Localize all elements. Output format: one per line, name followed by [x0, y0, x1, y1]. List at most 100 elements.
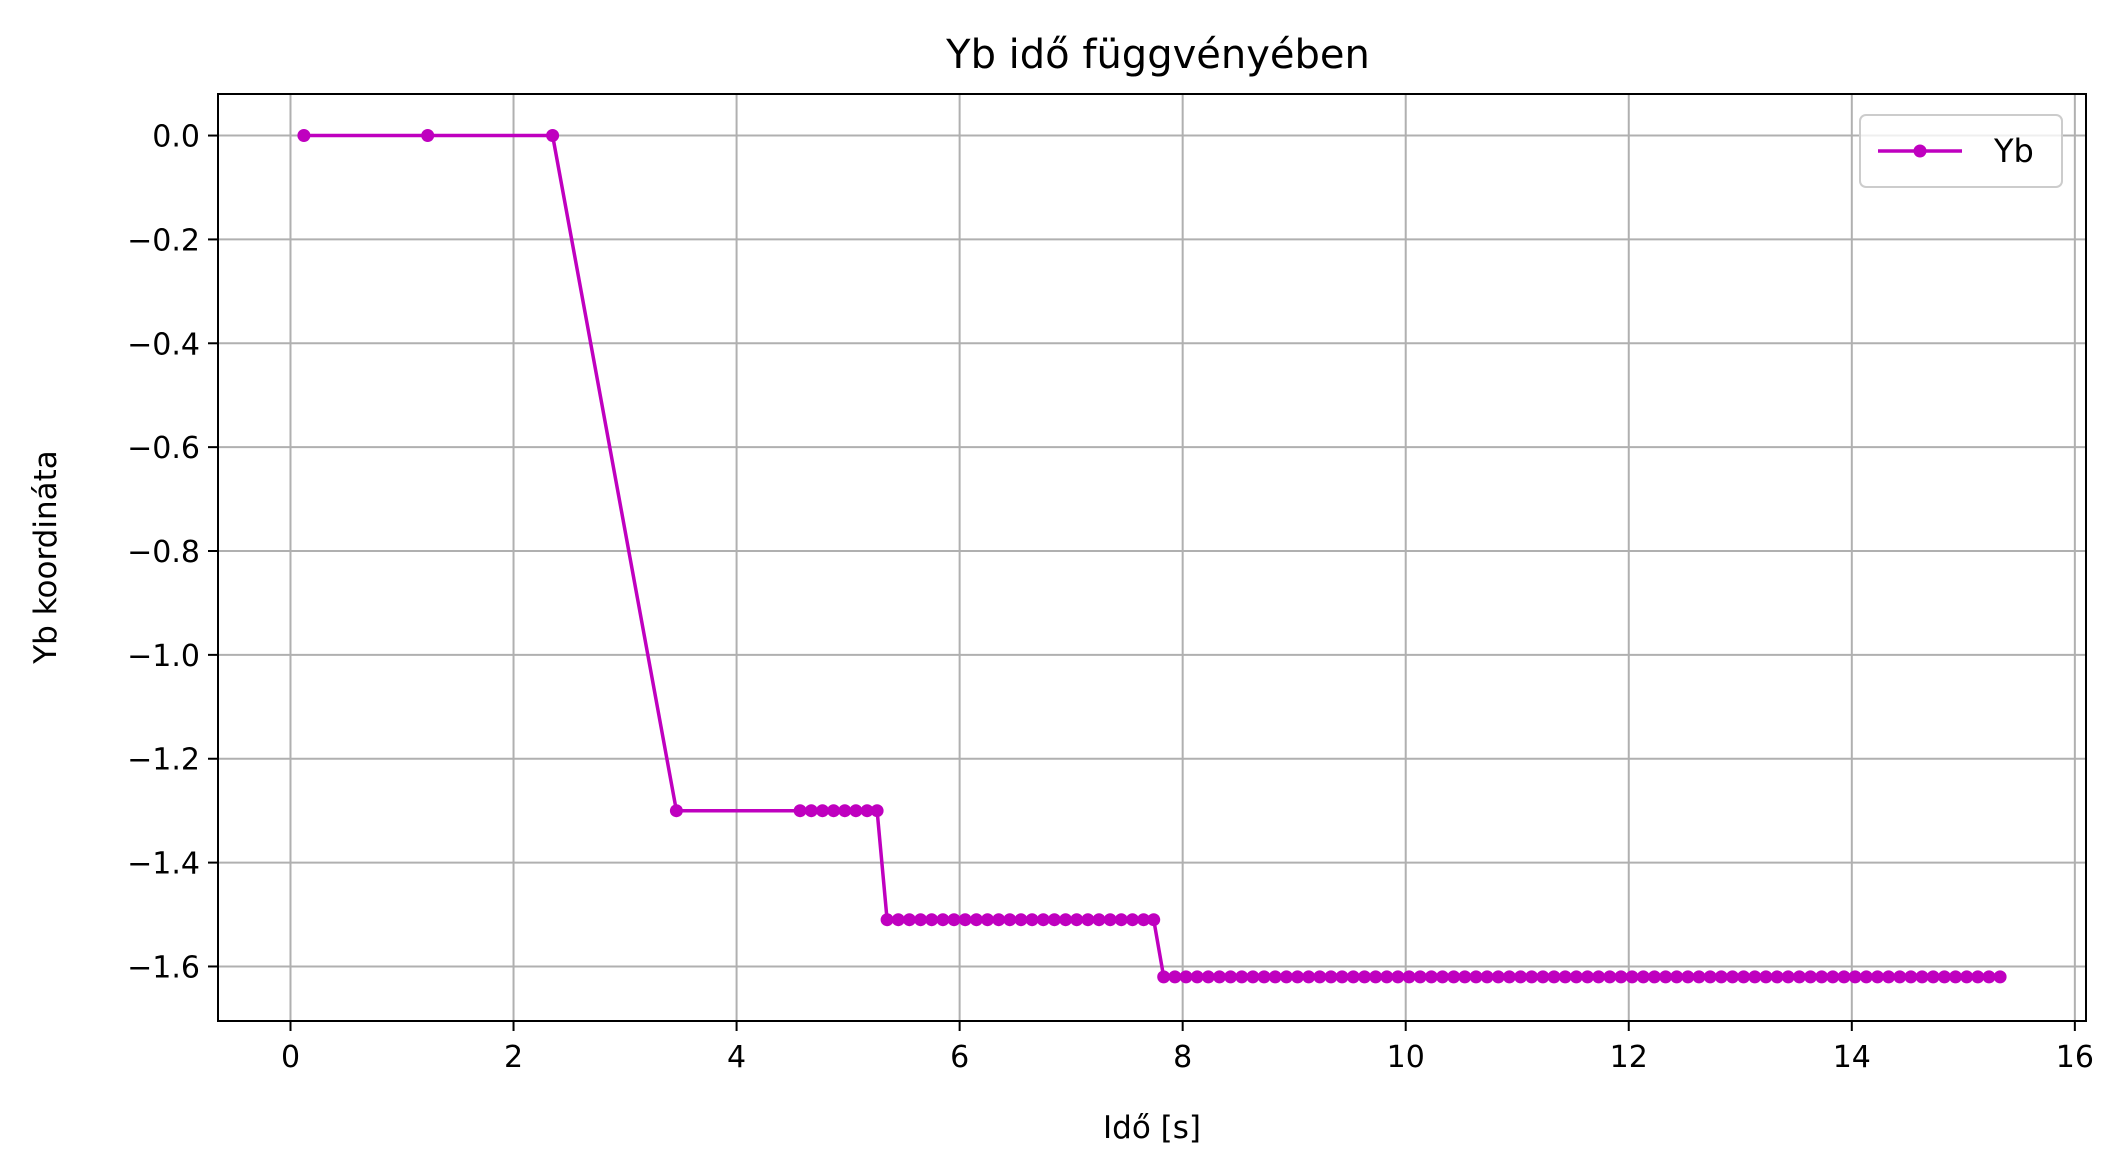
data-point	[880, 913, 894, 927]
series-layer	[297, 129, 2007, 984]
data-point	[1993, 970, 2007, 984]
data-point	[816, 804, 829, 818]
data-point	[1714, 970, 1728, 984]
data-point	[1436, 970, 1449, 984]
data-point	[981, 913, 994, 927]
data-point	[1402, 970, 1416, 984]
data-point	[1726, 970, 1739, 984]
data-point	[1826, 970, 1840, 984]
data-point	[1313, 970, 1327, 984]
data-point	[1246, 970, 1260, 984]
data-point	[1837, 970, 1851, 984]
data-point	[1081, 913, 1095, 927]
x-tick-label: 2	[504, 1040, 523, 1075]
legend: Yb	[1859, 114, 2063, 188]
x-axis-title: Idő [s]	[1103, 1110, 1201, 1146]
data-point	[969, 913, 983, 927]
data-point	[1804, 970, 1817, 984]
data-point	[891, 913, 905, 927]
data-point	[1103, 913, 1117, 927]
data-point	[1681, 970, 1695, 984]
grid-lines	[218, 94, 2086, 1021]
data-point	[1547, 970, 1561, 984]
data-point	[1201, 970, 1215, 984]
data-point	[1592, 970, 1606, 984]
data-point	[1748, 970, 1762, 984]
data-point	[1491, 970, 1505, 984]
data-point	[1157, 970, 1171, 984]
data-point	[1949, 970, 1962, 984]
x-tick-label: 0	[281, 1040, 300, 1075]
data-point	[1960, 970, 1974, 984]
data-point	[1190, 970, 1204, 984]
y-axis: 0.0 −0.2 −0.4 −0.6 −0.8 −1.0 −1.2 −1.4 −1.6	[127, 120, 218, 985]
data-point	[793, 804, 807, 818]
y-axis-title: Yb koordináta	[28, 450, 64, 665]
y-tick-label: 0.0	[152, 120, 200, 155]
data-point	[1971, 970, 1985, 984]
data-point	[1815, 970, 1829, 984]
y-tick-label: −0.6	[127, 431, 200, 466]
series-line-yb	[303, 133, 2001, 979]
data-point	[1003, 913, 1017, 927]
data-point	[1070, 913, 1084, 927]
data-point	[1859, 970, 1873, 984]
y-tick-label: −0.4	[127, 327, 200, 362]
data-point	[925, 913, 939, 927]
y-tick-label: −1.2	[127, 743, 200, 778]
data-point	[1424, 970, 1438, 984]
data-point	[860, 804, 874, 818]
data-point	[1569, 970, 1583, 984]
data-point	[1937, 970, 1951, 984]
data-point	[1179, 970, 1193, 984]
x-tick-label: 14	[1833, 1040, 1871, 1075]
data-point	[1413, 970, 1427, 984]
data-point	[1114, 913, 1128, 927]
data-point	[1126, 913, 1139, 927]
data-point	[1659, 970, 1673, 984]
data-point	[849, 804, 863, 818]
data-point	[421, 129, 435, 142]
data-point	[1469, 970, 1483, 984]
data-point	[1213, 970, 1226, 984]
data-point	[669, 804, 683, 818]
data-point	[1525, 970, 1539, 984]
data-point	[1168, 970, 1182, 984]
data-point	[1636, 970, 1650, 984]
data-point	[1982, 970, 1996, 984]
data-point	[546, 129, 560, 142]
data-point	[1047, 913, 1061, 927]
data-point	[1893, 970, 1907, 984]
data-point	[1737, 970, 1751, 984]
data-point	[1692, 970, 1706, 984]
data-point	[1904, 970, 1918, 984]
data-point	[1025, 913, 1039, 927]
data-point	[1625, 970, 1639, 984]
data-point	[1257, 970, 1271, 984]
data-point	[1502, 970, 1516, 984]
data-point	[1882, 970, 1896, 984]
data-point	[1703, 970, 1717, 984]
x-tick-label: 16	[2056, 1040, 2094, 1075]
data-point	[1235, 970, 1249, 984]
x-tick-label: 12	[1610, 1040, 1648, 1075]
data-point	[1224, 970, 1238, 984]
data-point	[1781, 970, 1795, 984]
data-point	[1302, 970, 1316, 984]
data-point	[1915, 970, 1929, 984]
data-point	[1514, 970, 1528, 984]
data-point	[1759, 970, 1773, 984]
data-point	[936, 913, 950, 927]
x-tick-label: 4	[727, 1040, 746, 1075]
data-point	[1358, 970, 1371, 984]
data-point	[1792, 970, 1806, 984]
y-tick-label: −1.6	[127, 950, 200, 985]
y-tick-label: −0.8	[127, 535, 200, 570]
data-point	[947, 913, 961, 927]
data-point	[1536, 970, 1550, 984]
data-point	[902, 913, 916, 927]
data-point	[1137, 913, 1151, 927]
data-point	[1603, 970, 1617, 984]
data-point	[1279, 970, 1293, 984]
